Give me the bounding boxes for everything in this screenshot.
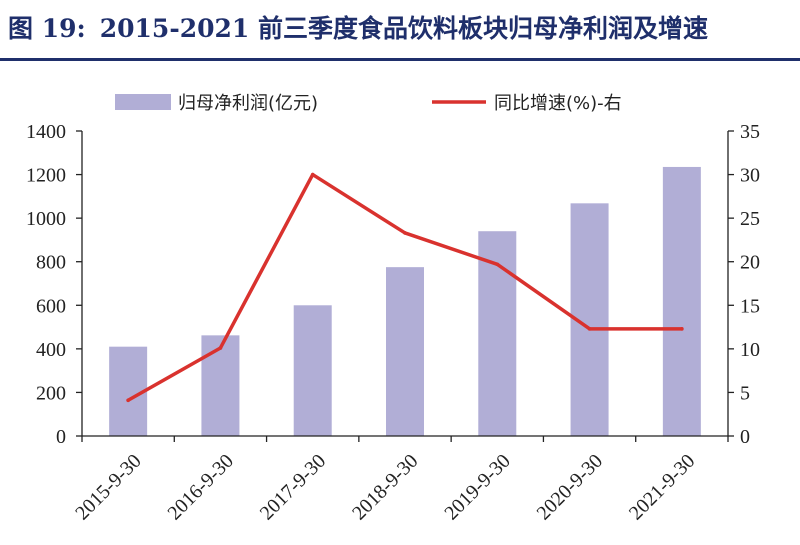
y-left-tick-label: 200 bbox=[36, 382, 66, 404]
y-left-tick-label: 1400 bbox=[26, 121, 66, 143]
x-tick-label: 2019-9-30 bbox=[440, 450, 514, 524]
legend-label-bar: 归母净利润(亿元) bbox=[178, 93, 318, 114]
figure-title-text: 2015-2021 前三季度食品饮料板块归母净利润及增速 bbox=[99, 14, 708, 43]
line-point bbox=[495, 262, 500, 267]
y-right-tick-label: 20 bbox=[740, 252, 760, 274]
bar bbox=[478, 231, 517, 436]
line-point bbox=[126, 398, 130, 403]
x-tick-label: 2021-9-30 bbox=[625, 450, 699, 524]
y-left-tick-label: 1000 bbox=[26, 208, 66, 230]
y-right-tick-label: 0 bbox=[740, 426, 750, 448]
y-right-tick-label: 10 bbox=[740, 339, 760, 361]
figure-title: 图 19: 2015-2021 前三季度食品饮料板块归母净利润及增速 bbox=[8, 6, 708, 52]
x-tick-label: 2016-9-30 bbox=[163, 450, 237, 524]
y-right-tick-label: 5 bbox=[740, 382, 750, 404]
x-tick-label: 2018-9-30 bbox=[348, 450, 422, 524]
y-left-tick-label: 600 bbox=[36, 295, 66, 317]
line-point bbox=[218, 346, 223, 350]
line-series bbox=[126, 172, 684, 403]
figure-label: 图 19: bbox=[8, 14, 86, 43]
bar bbox=[293, 305, 332, 436]
line-point bbox=[680, 327, 684, 331]
legend-label-line: 同比增速(%)-右 bbox=[494, 93, 622, 114]
line-point bbox=[403, 231, 407, 235]
legend: 归母净利润(亿元) 同比增速(%)-右 bbox=[115, 93, 622, 114]
x-tick-label: 2017-9-30 bbox=[256, 450, 330, 524]
x-tick-label: 2015-9-30 bbox=[71, 450, 145, 524]
bar-series bbox=[109, 166, 701, 437]
line-point bbox=[587, 327, 592, 331]
bar bbox=[386, 267, 424, 436]
y-left-tick-label: 400 bbox=[36, 339, 66, 361]
y-left-tick-label: 800 bbox=[36, 252, 66, 274]
y-right-tick-label: 25 bbox=[740, 208, 760, 230]
bar bbox=[662, 166, 701, 437]
y-right-tick-label: 15 bbox=[740, 295, 760, 317]
legend-swatch-bar bbox=[115, 94, 171, 110]
title-divider bbox=[0, 58, 800, 61]
x-tick-label: 2020-9-30 bbox=[533, 450, 607, 524]
y-right-tick-label: 35 bbox=[740, 121, 760, 143]
bar bbox=[201, 335, 240, 436]
line-point bbox=[310, 172, 315, 177]
y-right-tick-label: 30 bbox=[740, 165, 760, 187]
axes bbox=[76, 130, 734, 442]
y-left-tick-label: 1200 bbox=[26, 165, 66, 187]
y-left-tick-label: 0 bbox=[56, 426, 66, 448]
